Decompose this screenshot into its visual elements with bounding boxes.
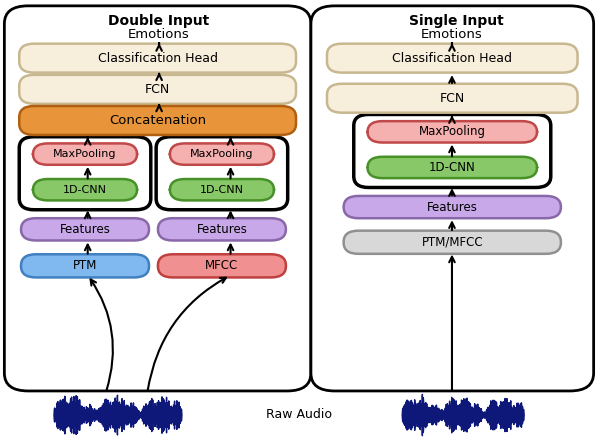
Text: 1D-CNN: 1D-CNN xyxy=(63,185,107,195)
Text: Features: Features xyxy=(427,201,478,214)
FancyBboxPatch shape xyxy=(19,75,296,104)
FancyBboxPatch shape xyxy=(327,44,578,73)
FancyBboxPatch shape xyxy=(19,106,296,135)
Text: MFCC: MFCC xyxy=(205,259,239,272)
Text: PTM/MFCC: PTM/MFCC xyxy=(422,236,483,249)
FancyBboxPatch shape xyxy=(33,143,137,165)
Text: Single Input: Single Input xyxy=(410,14,504,28)
Text: Raw Audio: Raw Audio xyxy=(266,408,332,421)
Text: FCN: FCN xyxy=(440,92,465,105)
Text: Emotions: Emotions xyxy=(421,28,483,41)
FancyBboxPatch shape xyxy=(170,179,274,200)
FancyBboxPatch shape xyxy=(367,121,537,142)
FancyBboxPatch shape xyxy=(344,196,561,218)
FancyBboxPatch shape xyxy=(4,6,311,391)
Text: Concatenation: Concatenation xyxy=(109,114,206,127)
Text: 1D-CNN: 1D-CNN xyxy=(200,185,244,195)
Text: Classification Head: Classification Head xyxy=(392,52,512,65)
FancyBboxPatch shape xyxy=(344,231,561,254)
FancyBboxPatch shape xyxy=(158,218,286,241)
Text: Classification Head: Classification Head xyxy=(97,52,218,65)
Text: 1D-CNN: 1D-CNN xyxy=(429,161,475,174)
Text: Features: Features xyxy=(60,223,111,236)
FancyBboxPatch shape xyxy=(33,179,137,200)
FancyBboxPatch shape xyxy=(158,254,286,277)
FancyBboxPatch shape xyxy=(19,137,151,210)
Text: MaxPooling: MaxPooling xyxy=(190,149,254,159)
FancyBboxPatch shape xyxy=(156,137,288,210)
Text: FCN: FCN xyxy=(145,83,170,96)
FancyBboxPatch shape xyxy=(21,218,149,241)
Text: Double Input: Double Input xyxy=(108,14,210,28)
FancyBboxPatch shape xyxy=(19,44,296,73)
Text: MaxPooling: MaxPooling xyxy=(419,125,486,138)
Text: Features: Features xyxy=(197,223,248,236)
FancyBboxPatch shape xyxy=(354,115,551,188)
Text: MaxPooling: MaxPooling xyxy=(53,149,117,159)
FancyBboxPatch shape xyxy=(21,254,149,277)
FancyBboxPatch shape xyxy=(327,84,578,113)
FancyBboxPatch shape xyxy=(311,6,594,391)
FancyBboxPatch shape xyxy=(367,157,537,178)
Text: Emotions: Emotions xyxy=(128,28,190,41)
FancyBboxPatch shape xyxy=(170,143,274,165)
Text: PTM: PTM xyxy=(73,259,97,272)
